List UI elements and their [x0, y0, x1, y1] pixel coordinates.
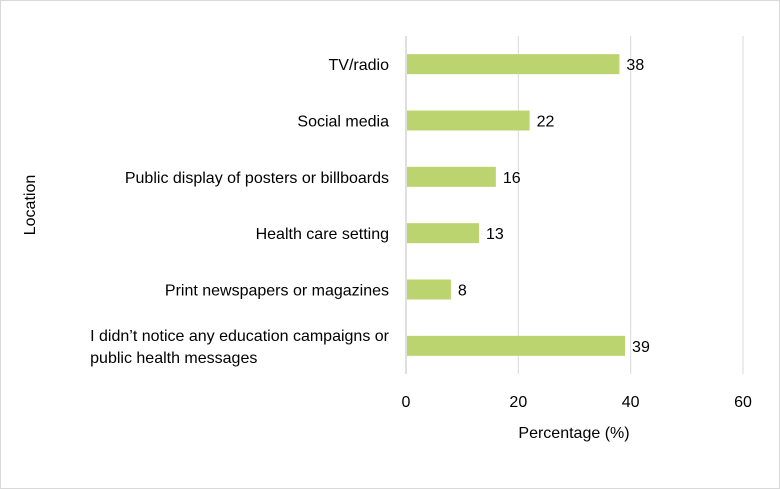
bar — [407, 335, 626, 356]
data-label: 39 — [632, 339, 650, 356]
data-label: 13 — [486, 226, 504, 243]
data-label: 22 — [537, 114, 555, 131]
x-tick-label: 0 — [402, 394, 411, 411]
bar — [407, 279, 451, 300]
y-axis-title: Location — [22, 175, 39, 236]
category-label: Health care setting — [256, 226, 389, 243]
bar — [407, 54, 620, 75]
x-tick-label: 40 — [622, 394, 640, 411]
category-label: Print newspapers or magazines — [165, 283, 389, 300]
data-label: 38 — [626, 57, 644, 74]
bar — [407, 110, 530, 131]
data-label: 16 — [503, 170, 521, 187]
x-axis-title: Percentage (%) — [518, 425, 629, 442]
category-labels: TV/radio Social media Public display of po… — [90, 57, 390, 367]
category-label: TV/radio — [329, 57, 390, 74]
bar — [407, 223, 480, 244]
gridlines — [517, 36, 744, 374]
category-label: I didn’t notice any education campaigns … — [90, 328, 390, 345]
x-tick-label: 20 — [509, 394, 527, 411]
category-label: Public display of posters or billboards — [125, 170, 389, 187]
x-tick-labels: 0 20 40 60 — [402, 394, 752, 411]
category-label: Social media — [297, 114, 389, 131]
x-tick-label: 60 — [734, 394, 752, 411]
value-labels: 38 22 16 13 8 39 — [458, 57, 650, 356]
data-label: 8 — [458, 283, 467, 300]
category-label: public health messages — [90, 350, 257, 367]
bars — [407, 54, 626, 356]
bar — [407, 166, 496, 187]
